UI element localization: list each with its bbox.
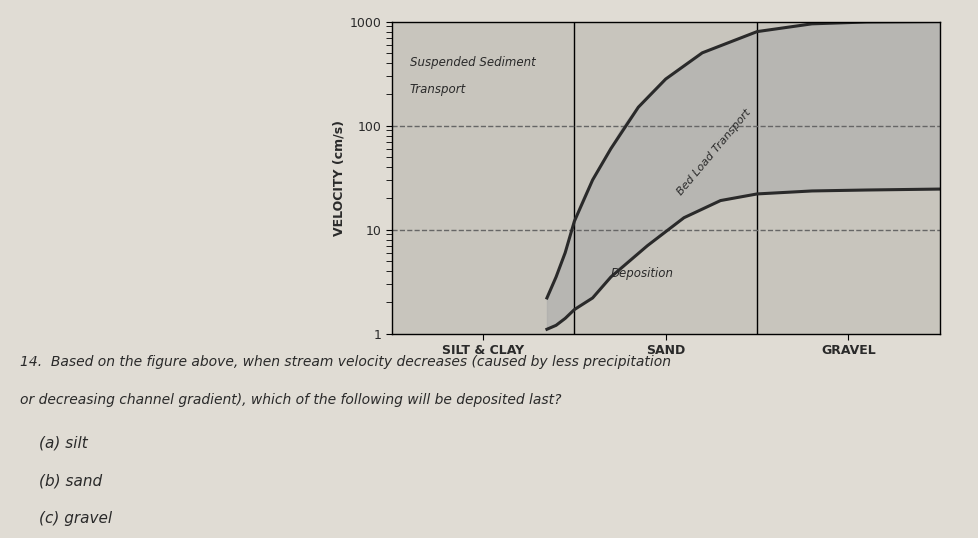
Text: or decreasing channel gradient), which of the following will be deposited last?: or decreasing channel gradient), which o… [20, 393, 560, 407]
Text: 14.  Based on the figure above, when stream velocity decreases (caused by less p: 14. Based on the figure above, when stre… [20, 355, 670, 369]
Text: (b) sand: (b) sand [39, 473, 102, 489]
Text: (a) silt: (a) silt [39, 436, 88, 451]
Text: Deposition: Deposition [610, 267, 673, 280]
Text: (c) gravel: (c) gravel [39, 511, 112, 526]
Y-axis label: VELOCITY (cm/s): VELOCITY (cm/s) [332, 119, 345, 236]
Text: Suspended Sediment: Suspended Sediment [410, 56, 535, 69]
Text: Transport: Transport [410, 83, 466, 96]
Text: Bed Load Transport: Bed Load Transport [674, 108, 751, 197]
